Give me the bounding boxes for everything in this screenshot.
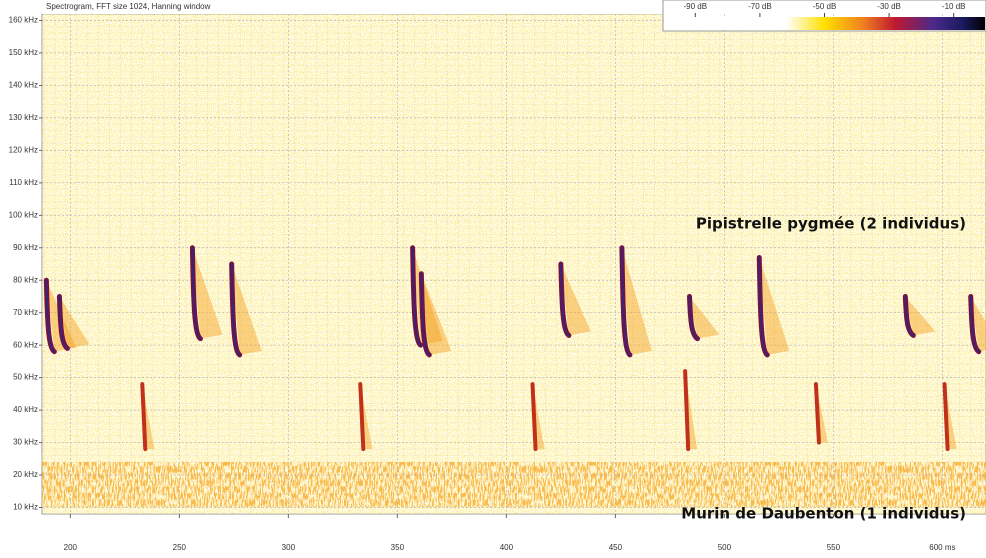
annotation: Murin de Daubenton (1 individus) [681, 505, 966, 523]
y-tick-label: 80 kHz [13, 275, 38, 284]
y-tick-label: 100 kHz [9, 210, 38, 219]
x-tick-label: 600 ms [929, 543, 955, 552]
low-frequency-noise [42, 462, 986, 507]
y-tick-label: 30 kHz [13, 438, 38, 447]
background-noise [42, 14, 986, 514]
x-tick-label: 500 [718, 543, 732, 552]
chart-title: Spectrogram, FFT size 1024, Hanning wind… [46, 2, 211, 11]
y-tick-label: 40 kHz [13, 405, 38, 414]
y-tick-label: 50 kHz [13, 373, 38, 382]
y-tick-label: 120 kHz [9, 145, 38, 154]
y-tick-label: 10 kHz [13, 503, 38, 512]
x-tick-label: 350 [391, 543, 405, 552]
annotation: Pipistrelle pygmée (2 individus) [696, 215, 966, 233]
x-tick-label: 300 [282, 543, 296, 552]
y-tick-label: 130 kHz [9, 113, 38, 122]
x-tick-label: 250 [173, 543, 187, 552]
y-tick-label: 90 kHz [13, 243, 38, 252]
colorbar-tick-label: -30 dB [877, 2, 901, 11]
y-tick-label: 150 kHz [9, 48, 38, 57]
x-tick-label: 450 [609, 543, 623, 552]
y-tick-label: 20 kHz [13, 470, 38, 479]
y-tick-label: 160 kHz [9, 16, 38, 25]
colorbar-tick-label: -90 dB [684, 2, 708, 11]
colorbar-tick-label: -70 dB [748, 2, 772, 11]
x-tick-label: 200 [64, 543, 78, 552]
x-tick-label: 400 [500, 543, 514, 552]
y-tick-label: 60 kHz [13, 340, 38, 349]
chart: Spectrogram, FFT size 1024, Hanning wind… [0, 0, 986, 553]
y-tick-label: 110 kHz [9, 178, 38, 187]
colorbar [664, 17, 985, 30]
colorbar-tick-label: -50 dB [813, 2, 837, 11]
y-tick-label: 70 kHz [13, 308, 38, 317]
x-tick-label: 550 [827, 543, 841, 552]
colorbar-tick-label: -10 dB [942, 2, 966, 11]
y-tick-label: 140 kHz [9, 81, 38, 90]
